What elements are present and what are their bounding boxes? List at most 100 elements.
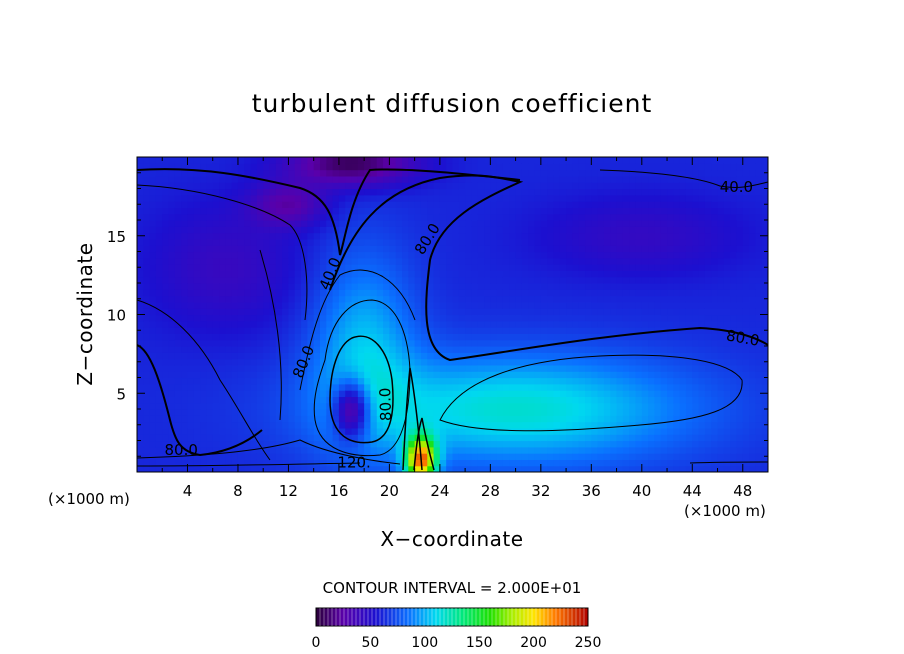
- heatmap-cell: [162, 213, 170, 221]
- heatmap-cell: [471, 283, 479, 290]
- heatmap-cell: [679, 276, 687, 284]
- heatmap-cell: [723, 333, 731, 341]
- heatmap-cell: [685, 245, 693, 253]
- heatmap-cell: [301, 333, 308, 341]
- heatmap-cell: [667, 175, 674, 183]
- heatmap-cell: [414, 201, 422, 208]
- heatmap-cell: [465, 232, 473, 240]
- heatmap-cell: [730, 188, 738, 196]
- heatmap-cell: [326, 415, 334, 423]
- heatmap-cell: [711, 301, 719, 309]
- heatmap-cell: [673, 257, 681, 265]
- heatmap-cell: [351, 283, 359, 290]
- heatmap-cell: [679, 358, 687, 366]
- heatmap-cell: [288, 295, 296, 303]
- heatmap-cell: [168, 371, 176, 379]
- heatmap-cell: [490, 157, 498, 164]
- heatmap-cell: [433, 270, 441, 278]
- heatmap-cell: [547, 175, 555, 183]
- heatmap-cell: [376, 320, 384, 328]
- heatmap-cell: [149, 308, 157, 316]
- heatmap-cell: [572, 390, 580, 397]
- heatmap-cell: [654, 213, 662, 221]
- heatmap-cell: [408, 402, 416, 410]
- heatmap-cell: [679, 182, 687, 190]
- heatmap-cell: [427, 264, 435, 271]
- heatmap-cell: [465, 157, 473, 164]
- heatmap-cell: [364, 396, 372, 404]
- heatmap-cell: [458, 238, 466, 246]
- heatmap-cell: [717, 289, 725, 297]
- heatmap-cell: [477, 308, 485, 316]
- heatmap-cell: [301, 421, 308, 429]
- heatmap-cell: [168, 163, 176, 171]
- heatmap-cell: [585, 257, 592, 265]
- heatmap-cell: [698, 201, 706, 208]
- heatmap-cell: [603, 157, 611, 164]
- heatmap-cell: [641, 220, 649, 227]
- heatmap-cell: [395, 352, 403, 360]
- heatmap-cell: [370, 415, 378, 423]
- heatmap-cell: [521, 383, 529, 391]
- heatmap-cell: [187, 182, 195, 190]
- heatmap-cell: [641, 194, 649, 202]
- heatmap-cell: [717, 232, 725, 240]
- heatmap-cell: [313, 264, 321, 271]
- heatmap-cell: [679, 339, 687, 347]
- heatmap-cell: [187, 377, 195, 385]
- heatmap-cell: [667, 402, 674, 410]
- heatmap-cell: [364, 188, 372, 196]
- heatmap-cell: [692, 226, 700, 234]
- heatmap-cell: [402, 163, 409, 171]
- heatmap-cell: [742, 201, 750, 208]
- heatmap-cell: [263, 245, 271, 253]
- heatmap-cell: [484, 232, 491, 240]
- heatmap-cell: [282, 301, 290, 309]
- heatmap-cell: [711, 238, 719, 246]
- heatmap-cell: [685, 320, 693, 328]
- heatmap-cell: [585, 371, 592, 379]
- heatmap-cell: [723, 207, 731, 215]
- heatmap-cell: [521, 333, 529, 341]
- heatmap-cell: [338, 308, 346, 316]
- heatmap-cell: [389, 421, 397, 429]
- heatmap-cell: [389, 226, 397, 234]
- heatmap-cell: [155, 270, 163, 278]
- heatmap-cell: [269, 390, 277, 397]
- heatmap-cell: [137, 175, 144, 183]
- heatmap-cell: [357, 238, 365, 246]
- heatmap-cell: [667, 270, 674, 278]
- heatmap-cell: [648, 270, 656, 278]
- heatmap-cell: [427, 238, 435, 246]
- heatmap-cell: [219, 207, 226, 215]
- heatmap-cell: [458, 194, 466, 202]
- heatmap-cell: [610, 289, 618, 297]
- heatmap-cell: [679, 308, 687, 316]
- heatmap-cell: [484, 465, 491, 472]
- heatmap-cell: [408, 453, 416, 460]
- heatmap-cell: [313, 270, 321, 278]
- heatmap-cell: [155, 352, 163, 360]
- heatmap-cell: [414, 257, 422, 265]
- heatmap-cell: [742, 320, 750, 328]
- heatmap-cell: [490, 377, 498, 385]
- heatmap-cell: [629, 220, 637, 227]
- heatmap-cell: [496, 383, 504, 391]
- heatmap-cell: [515, 283, 523, 290]
- heatmap-cell: [559, 220, 567, 227]
- heatmap-cell: [622, 207, 630, 215]
- heatmap-cell: [597, 453, 605, 460]
- heatmap-cell: [187, 396, 195, 404]
- heatmap-cell: [679, 157, 687, 164]
- heatmap-cell: [515, 182, 523, 190]
- heatmap-cell: [326, 459, 334, 467]
- heatmap-cell: [528, 358, 536, 366]
- heatmap-cell: [351, 364, 359, 372]
- heatmap-cell: [629, 207, 637, 215]
- heatmap-cell: [408, 264, 416, 271]
- heatmap-cell: [502, 245, 510, 253]
- heatmap-cell: [263, 289, 271, 297]
- heatmap-cell: [244, 238, 252, 246]
- heatmap-cell: [193, 163, 201, 171]
- heatmap-cell: [345, 440, 353, 448]
